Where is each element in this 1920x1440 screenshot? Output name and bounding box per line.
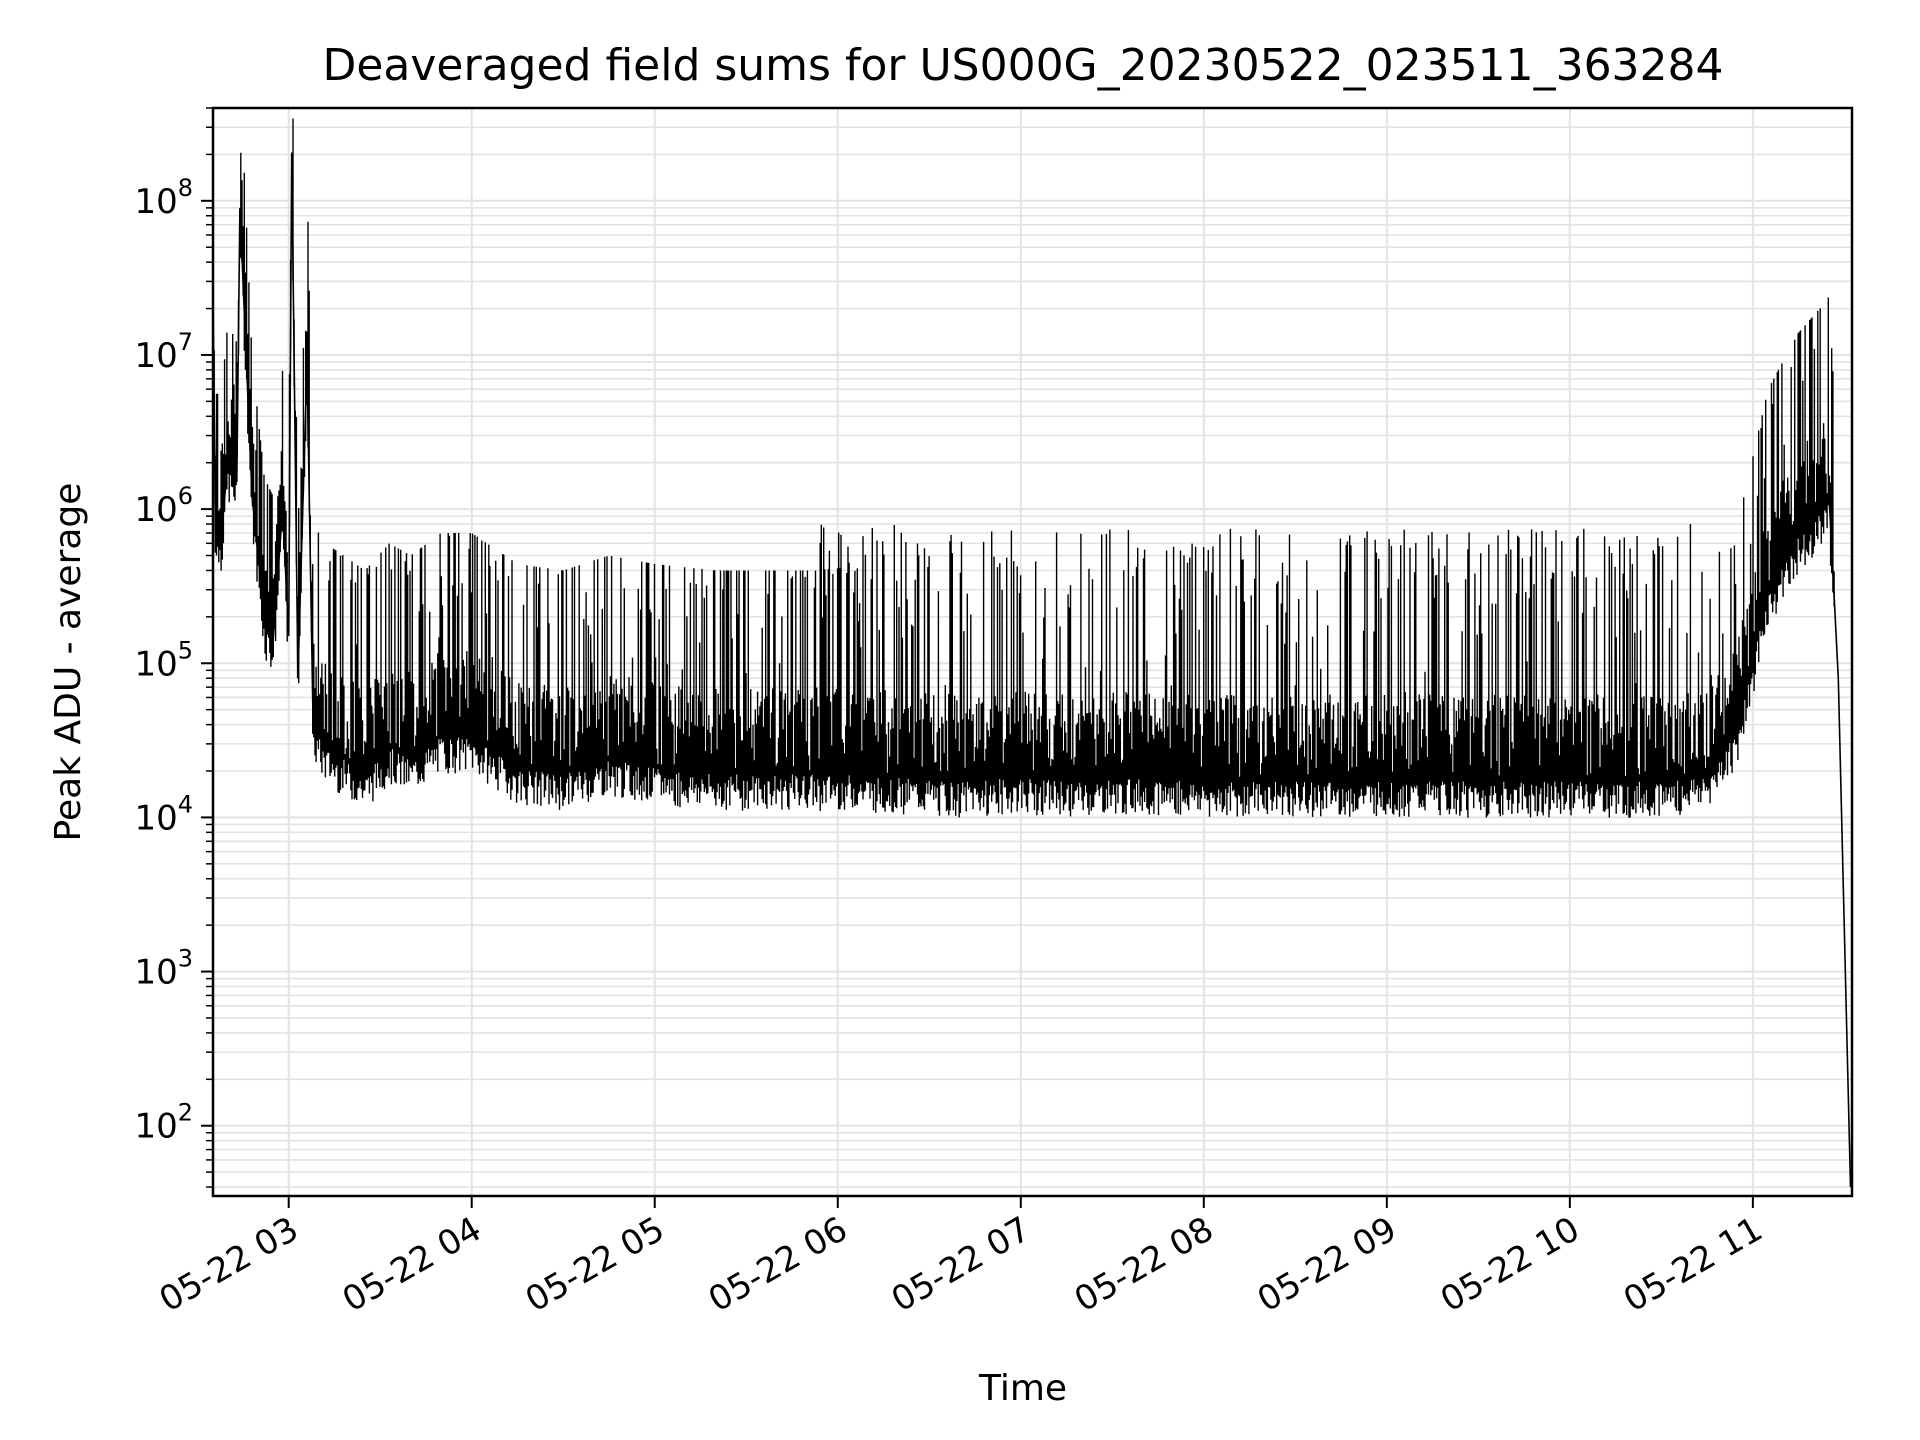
y-tick-label: 108 [134, 174, 193, 222]
grid [213, 107, 1852, 1196]
y-tick-label: 104 [134, 790, 193, 838]
y-tick-label: 103 [134, 945, 193, 993]
x-tick-label: 05-22 10 [1434, 1209, 1586, 1320]
x-tick-label: 05-22 08 [1068, 1209, 1220, 1320]
x-tick-label: 05-22 11 [1617, 1209, 1769, 1320]
plot-frame [211, 106, 1854, 1198]
x-tick-label: 05-22 03 [153, 1209, 305, 1320]
x-tick-label: 05-22 09 [1251, 1209, 1403, 1320]
x-axis: 05-22 03 05-22 04 05-22 05 05-22 06 05-22 07… [153, 1196, 1769, 1320]
y-tick-label: 105 [134, 636, 193, 684]
y-axis-title: Peak ADU - average [48, 483, 89, 842]
y-tick-label: 107 [134, 328, 193, 376]
y-axis: 102 103 104 105 106 107 108 [134, 107, 213, 1188]
series-spikes [212, 118, 1835, 818]
y-tick-label: 102 [134, 1099, 193, 1147]
series-line [212, 154, 1852, 1188]
series-layer [212, 118, 1852, 1188]
x-axis-title: Time [978, 1368, 1067, 1409]
x-tick-label: 05-22 06 [702, 1209, 854, 1320]
x-tick-label: 05-22 05 [519, 1209, 671, 1320]
y-tick-label: 106 [134, 482, 193, 530]
x-tick-label: 05-22 04 [336, 1209, 488, 1320]
chart-title: Deaveraged field sums for US000G_2023052… [322, 40, 1723, 91]
x-tick-label: 05-22 07 [885, 1209, 1037, 1320]
